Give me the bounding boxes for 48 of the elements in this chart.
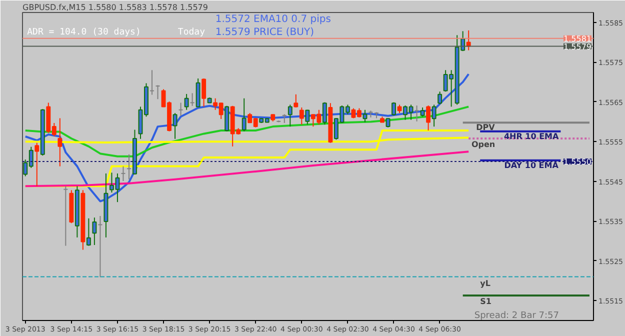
candlestick [414, 104, 420, 122]
line-series [24, 150, 470, 188]
annotation: S1 [480, 296, 492, 306]
candlestick [184, 93, 189, 110]
candlestick [98, 215, 103, 278]
candlestick [120, 166, 126, 182]
candlestick [288, 104, 292, 128]
candlestick [34, 142, 40, 187]
candlestick [178, 102, 184, 116]
candlestick [224, 105, 230, 132]
candlestick [126, 154, 132, 180]
candlestick [305, 109, 310, 126]
ref-line-label: 1.5581 [564, 34, 592, 44]
candlestick [386, 118, 390, 128]
candlestick [149, 70, 155, 96]
candlestick [202, 78, 206, 108]
candlestick [282, 114, 287, 124]
candlestick [92, 217, 97, 246]
annotation: Open [471, 140, 496, 149]
candlestick [190, 92, 195, 106]
candlestick [438, 91, 442, 105]
candlestick [426, 104, 431, 132]
annotation: 4HR 10 EMA [504, 132, 560, 141]
annotation: 1.5579 PRICE (BUY) [215, 27, 314, 38]
candlestick [392, 102, 396, 116]
candlestick [58, 118, 62, 167]
line-series [24, 73, 470, 202]
candlestick [299, 106, 304, 126]
annotation: 1.5572 EMA10 0.7 pips [215, 14, 331, 25]
candlestick [420, 106, 425, 118]
line-series [24, 106, 470, 158]
candlestick [86, 218, 91, 246]
annotation: yL [480, 279, 490, 288]
chart-title: GBPUSD.fx,M15 1.5580 1.5583 1.5578 1.5579 [22, 3, 208, 12]
candlestick [432, 104, 436, 128]
candlestick [172, 112, 178, 140]
annotation: DAY 10 EMA [504, 161, 560, 170]
candlestick [196, 78, 200, 108]
candlestick [63, 186, 68, 246]
candlestick [242, 98, 246, 132]
ref-line-label: 1.5579 [564, 42, 592, 52]
annotation: DPV [476, 123, 496, 132]
ref-line-label: 1.5550 [564, 158, 592, 167]
annotation: Spread: 2 Bar 7:57 [474, 310, 559, 321]
candlestick [155, 84, 160, 100]
candlestick [294, 94, 298, 108]
candlestick [362, 109, 368, 123]
candlestick [322, 102, 327, 126]
